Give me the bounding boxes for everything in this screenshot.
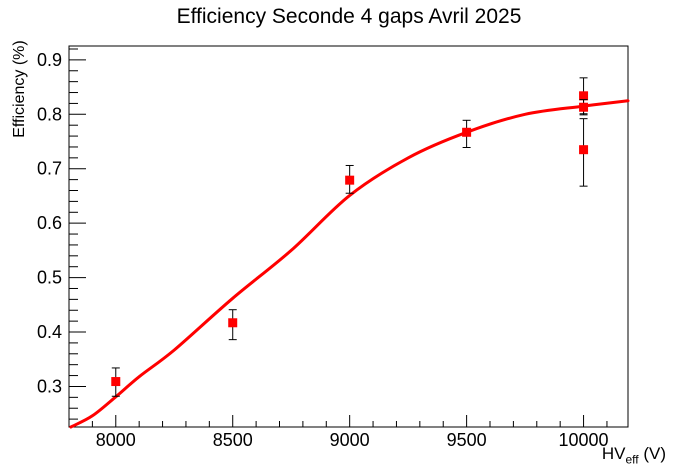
y-tick-label: 0.4: [37, 322, 62, 342]
y-tick-label: 0.6: [37, 213, 62, 233]
y-tick-label: 0.3: [37, 376, 62, 396]
data-point: [579, 102, 589, 112]
data-point: [579, 91, 589, 101]
x-axis-title-unit: (V): [638, 444, 666, 463]
data-point: [345, 175, 355, 185]
plot-frame: [68, 45, 629, 428]
x-axis-title-main: HV: [601, 444, 626, 463]
fit-curve: [69, 99, 630, 429]
x-tick-label: 8500: [213, 430, 253, 450]
x-axis-title: HVeff (V): [602, 444, 666, 466]
x-tick-label: 8000: [96, 430, 136, 450]
x-tick-label: 10000: [559, 430, 609, 450]
y-tick-label: 0.8: [37, 104, 62, 124]
x-axis-title-subscript: eff: [625, 452, 639, 467]
chart-title: Efficiency Seconde 4 gaps Avril 2025: [176, 5, 522, 28]
y-tick-label: 0.5: [37, 268, 62, 288]
data-point: [228, 318, 238, 328]
x-tick-label: 9000: [330, 430, 370, 450]
x-tick-label: 9500: [447, 430, 487, 450]
data-point: [462, 127, 472, 137]
y-tick-label: 0.9: [37, 50, 62, 70]
data-point: [579, 145, 589, 155]
data-point: [111, 377, 121, 387]
y-tick-label: 0.7: [37, 159, 62, 179]
